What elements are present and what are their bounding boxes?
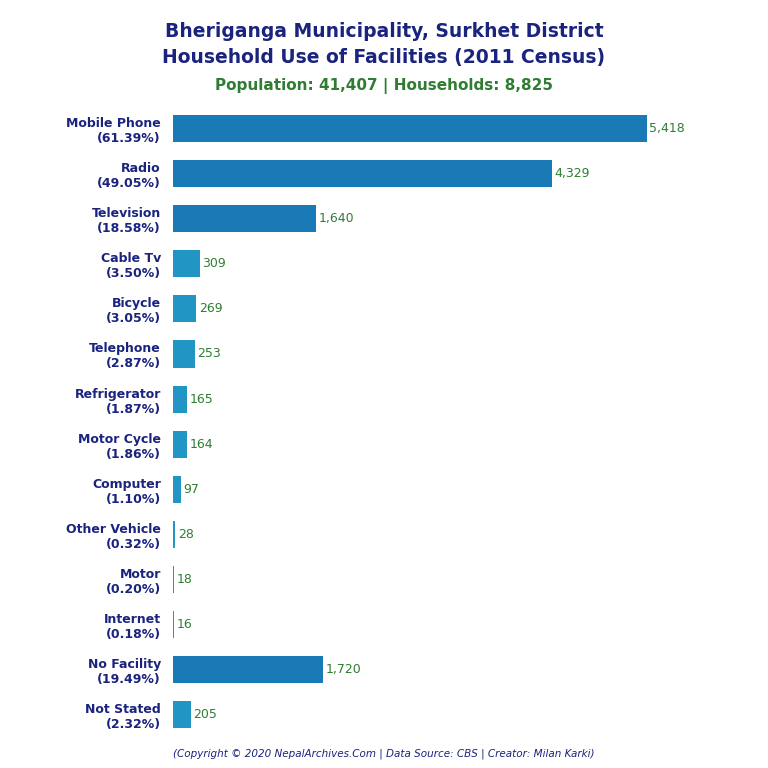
Bar xyxy=(173,475,181,503)
Bar xyxy=(173,160,551,187)
Text: Population: 41,407 | Households: 8,825: Population: 41,407 | Households: 8,825 xyxy=(215,78,553,94)
Bar xyxy=(173,250,200,277)
Text: 5,418: 5,418 xyxy=(649,122,685,135)
Text: 165: 165 xyxy=(190,392,214,406)
Text: 97: 97 xyxy=(184,483,200,496)
Bar xyxy=(173,431,187,458)
Bar xyxy=(173,656,323,684)
Text: 28: 28 xyxy=(177,528,194,541)
Bar xyxy=(173,521,175,548)
Text: 4,329: 4,329 xyxy=(554,167,590,180)
Bar xyxy=(173,296,197,323)
Bar xyxy=(173,205,316,232)
Text: 18: 18 xyxy=(177,573,193,586)
Text: 16: 16 xyxy=(177,618,193,631)
Text: 309: 309 xyxy=(202,257,226,270)
Bar xyxy=(173,386,187,412)
Text: 205: 205 xyxy=(194,708,217,721)
Bar xyxy=(173,611,174,638)
Text: 1,720: 1,720 xyxy=(326,663,362,676)
Text: 269: 269 xyxy=(199,303,223,316)
Text: (Copyright © 2020 NepalArchives.Com | Data Source: CBS | Creator: Milan Karki): (Copyright © 2020 NepalArchives.Com | Da… xyxy=(174,748,594,759)
Text: 253: 253 xyxy=(197,347,221,360)
Bar xyxy=(173,701,190,728)
Bar xyxy=(173,115,647,142)
Text: Bheriganga Municipality, Surkhet District: Bheriganga Municipality, Surkhet Distric… xyxy=(164,22,604,41)
Bar xyxy=(173,566,174,593)
Text: 164: 164 xyxy=(190,438,214,451)
Text: Household Use of Facilities (2011 Census): Household Use of Facilities (2011 Census… xyxy=(163,48,605,67)
Bar xyxy=(173,340,195,368)
Text: 1,640: 1,640 xyxy=(319,212,354,225)
